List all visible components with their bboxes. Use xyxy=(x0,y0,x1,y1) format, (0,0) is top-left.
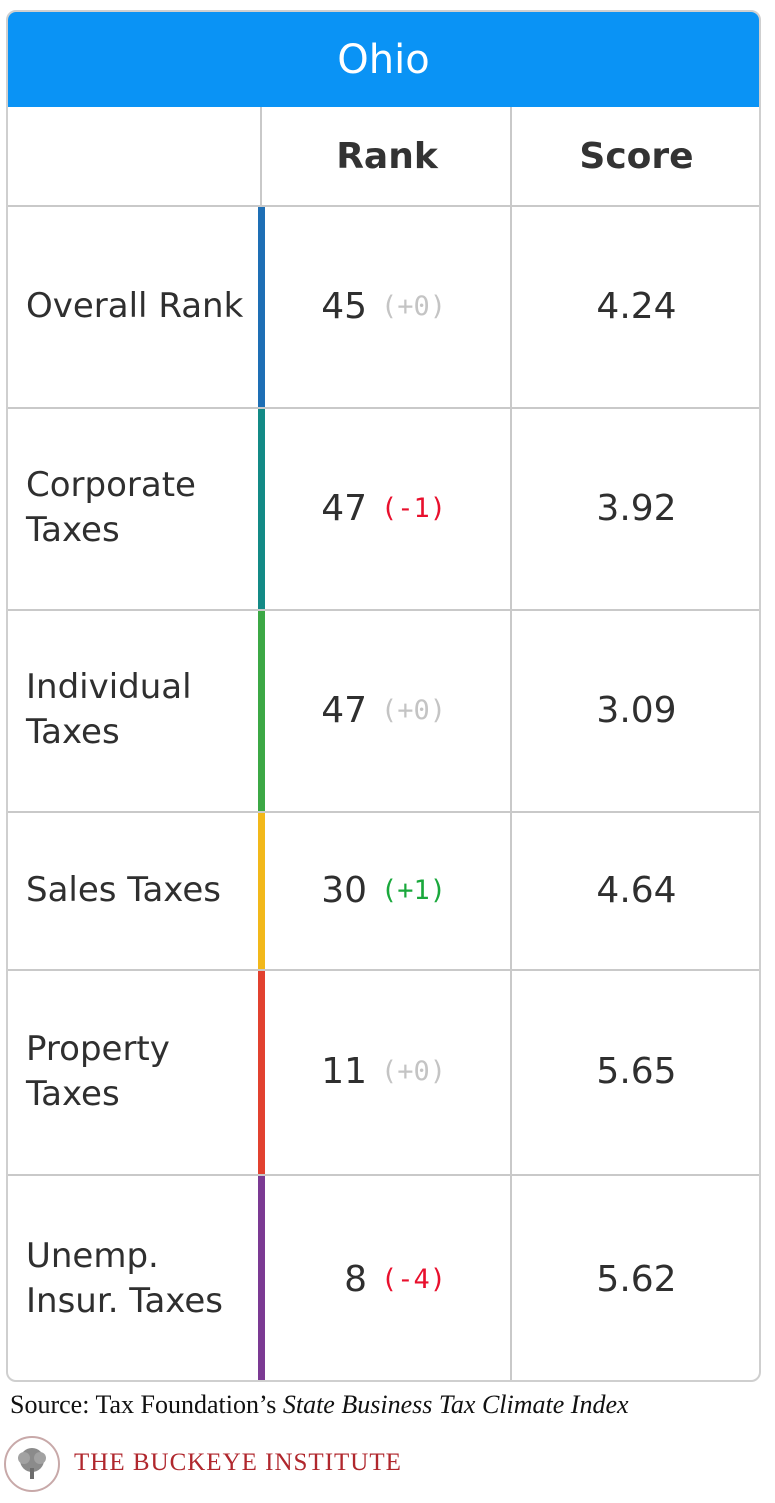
row-label: Individual Taxes xyxy=(26,667,192,752)
rank-change: (-4) xyxy=(381,1263,447,1295)
category-color-bar xyxy=(258,971,265,1174)
row-label: Overall Rank xyxy=(26,285,244,326)
row-label: Corporate Taxes xyxy=(26,465,196,550)
column-divider-2 xyxy=(510,107,512,1380)
rank-value: 47 xyxy=(321,487,367,529)
rank-cell: 47 (-1) xyxy=(264,407,510,609)
rank-change: (+0) xyxy=(381,290,447,322)
source-prefix: Source: Tax Foundation’s xyxy=(10,1390,283,1419)
rank-value: 47 xyxy=(321,689,367,731)
row-divider xyxy=(8,407,759,409)
rank-change: (+0) xyxy=(381,694,447,726)
rank-cell: 30 (+1) xyxy=(264,811,510,969)
score-value: 4.64 xyxy=(596,869,677,911)
category-color-bar xyxy=(258,1176,265,1380)
row-divider xyxy=(8,811,759,813)
score-value: 5.65 xyxy=(596,1051,677,1092)
row-label: Unemp. Insur. Taxes xyxy=(26,1236,223,1321)
rank-cell: 45 (+0) xyxy=(264,205,510,407)
score-value: 5.62 xyxy=(596,1258,677,1300)
category-color-bar xyxy=(258,207,265,407)
score-value: 3.09 xyxy=(596,689,677,731)
score-value: 4.24 xyxy=(596,285,677,327)
rank-cell: 47 (+0) xyxy=(264,609,510,811)
organization-name: THE BUCKEYE INSTITUTE xyxy=(74,1449,402,1476)
rank-change: (-1) xyxy=(381,492,447,524)
category-color-bar xyxy=(258,409,265,609)
rank-value: 8 xyxy=(344,1258,367,1300)
row-label: Sales Taxes xyxy=(26,869,221,910)
row-divider xyxy=(8,969,759,971)
rank-cell: 11 (+0) xyxy=(264,969,510,1174)
source-publication: State Business Tax Climate Index xyxy=(282,1390,629,1419)
row-divider xyxy=(8,609,759,611)
rank-value: 30 xyxy=(321,869,367,911)
row-divider xyxy=(8,1174,759,1176)
rank-cell: 8 (-4) xyxy=(264,1174,510,1380)
rank-change: (+1) xyxy=(381,874,447,906)
row-divider xyxy=(8,205,759,207)
rank-value: 11 xyxy=(321,1051,367,1092)
card-title: Ohio xyxy=(8,12,759,107)
row-label: Property Taxes xyxy=(26,1028,170,1114)
category-color-bar xyxy=(258,611,265,811)
rank-value: 45 xyxy=(321,285,367,327)
tree-icon xyxy=(4,1436,60,1492)
source-note: Source: Tax Foundation’s State Business … xyxy=(10,1390,629,1420)
rank-change: (+0) xyxy=(381,1056,447,1087)
score-value: 3.92 xyxy=(596,487,677,529)
state-rank-card: Ohio Rank Score Overall Rank 45 (+0) 4.24 Co… xyxy=(6,10,761,1382)
rank-column-header: Rank xyxy=(336,135,438,177)
category-color-bar xyxy=(258,813,265,969)
score-column-header: Score xyxy=(579,135,694,177)
